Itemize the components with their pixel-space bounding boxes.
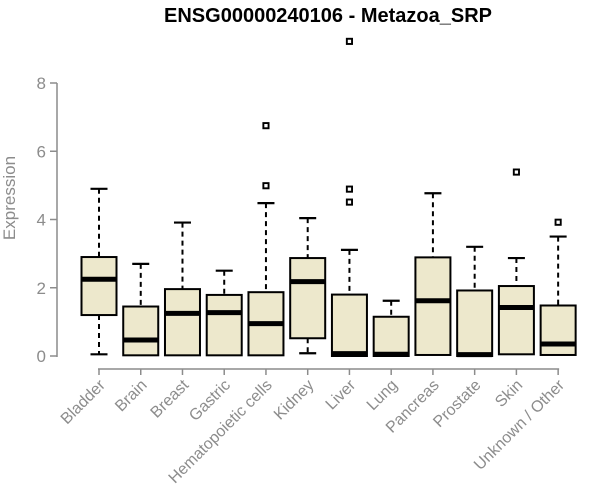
box-group-bladder <box>80 187 118 356</box>
iqr-box <box>163 288 201 357</box>
box-group-brain <box>122 262 160 357</box>
outlier-point <box>262 182 270 190</box>
x-tick-label-breast: Breast <box>148 376 193 421</box>
outlier-point <box>262 122 270 130</box>
box-group-unknown-other <box>539 218 577 356</box>
iqr-box <box>205 293 243 357</box>
y-tick-label: 2 <box>37 279 46 298</box>
outlier-point <box>512 168 520 176</box>
box-group-lung <box>372 299 410 358</box>
box-group-skin <box>497 168 535 356</box>
iqr-box <box>497 285 535 356</box>
x-tick-label-bladder: Bladder <box>58 376 109 427</box>
iqr-box <box>80 256 118 317</box>
box-group-prostate <box>456 245 494 358</box>
iqr-box <box>330 293 368 358</box>
iqr-box <box>539 304 577 356</box>
outlier-point <box>345 37 353 45</box>
chart-title: ENSG00000240106 - Metazoa_SRP <box>164 5 492 27</box>
iqr-box <box>289 257 327 340</box>
outlier-point <box>345 198 353 206</box>
outlier-point <box>345 185 353 193</box>
iqr-box <box>122 305 160 357</box>
box-group-breast <box>163 221 201 357</box>
y-tick-label: 4 <box>37 211 46 230</box>
x-tick-label-skin: Skin <box>492 377 526 411</box>
x-tick-label-kidney: Kidney <box>271 377 318 424</box>
x-tick-label-lung: Lung <box>364 377 401 414</box>
iqr-box <box>414 256 452 356</box>
y-axis-label: Expression <box>0 155 19 241</box>
box-group-liver <box>330 37 368 358</box>
box-group-kidney <box>289 217 327 355</box>
x-tick-label-liver: Liver <box>323 376 360 413</box>
outlier-point <box>554 218 562 226</box>
y-tick-label: 0 <box>37 347 46 366</box>
y-tick-label: 8 <box>37 74 46 93</box>
y-tick-label: 6 <box>37 142 46 161</box>
box-group-gastric <box>205 269 243 357</box>
iqr-box <box>372 315 410 358</box>
iqr-box <box>456 289 494 358</box>
box-group-hematopoietic-cells <box>247 122 285 357</box>
box-group-pancreas <box>414 192 452 356</box>
x-tick-label-brain: Brain <box>112 377 150 415</box>
